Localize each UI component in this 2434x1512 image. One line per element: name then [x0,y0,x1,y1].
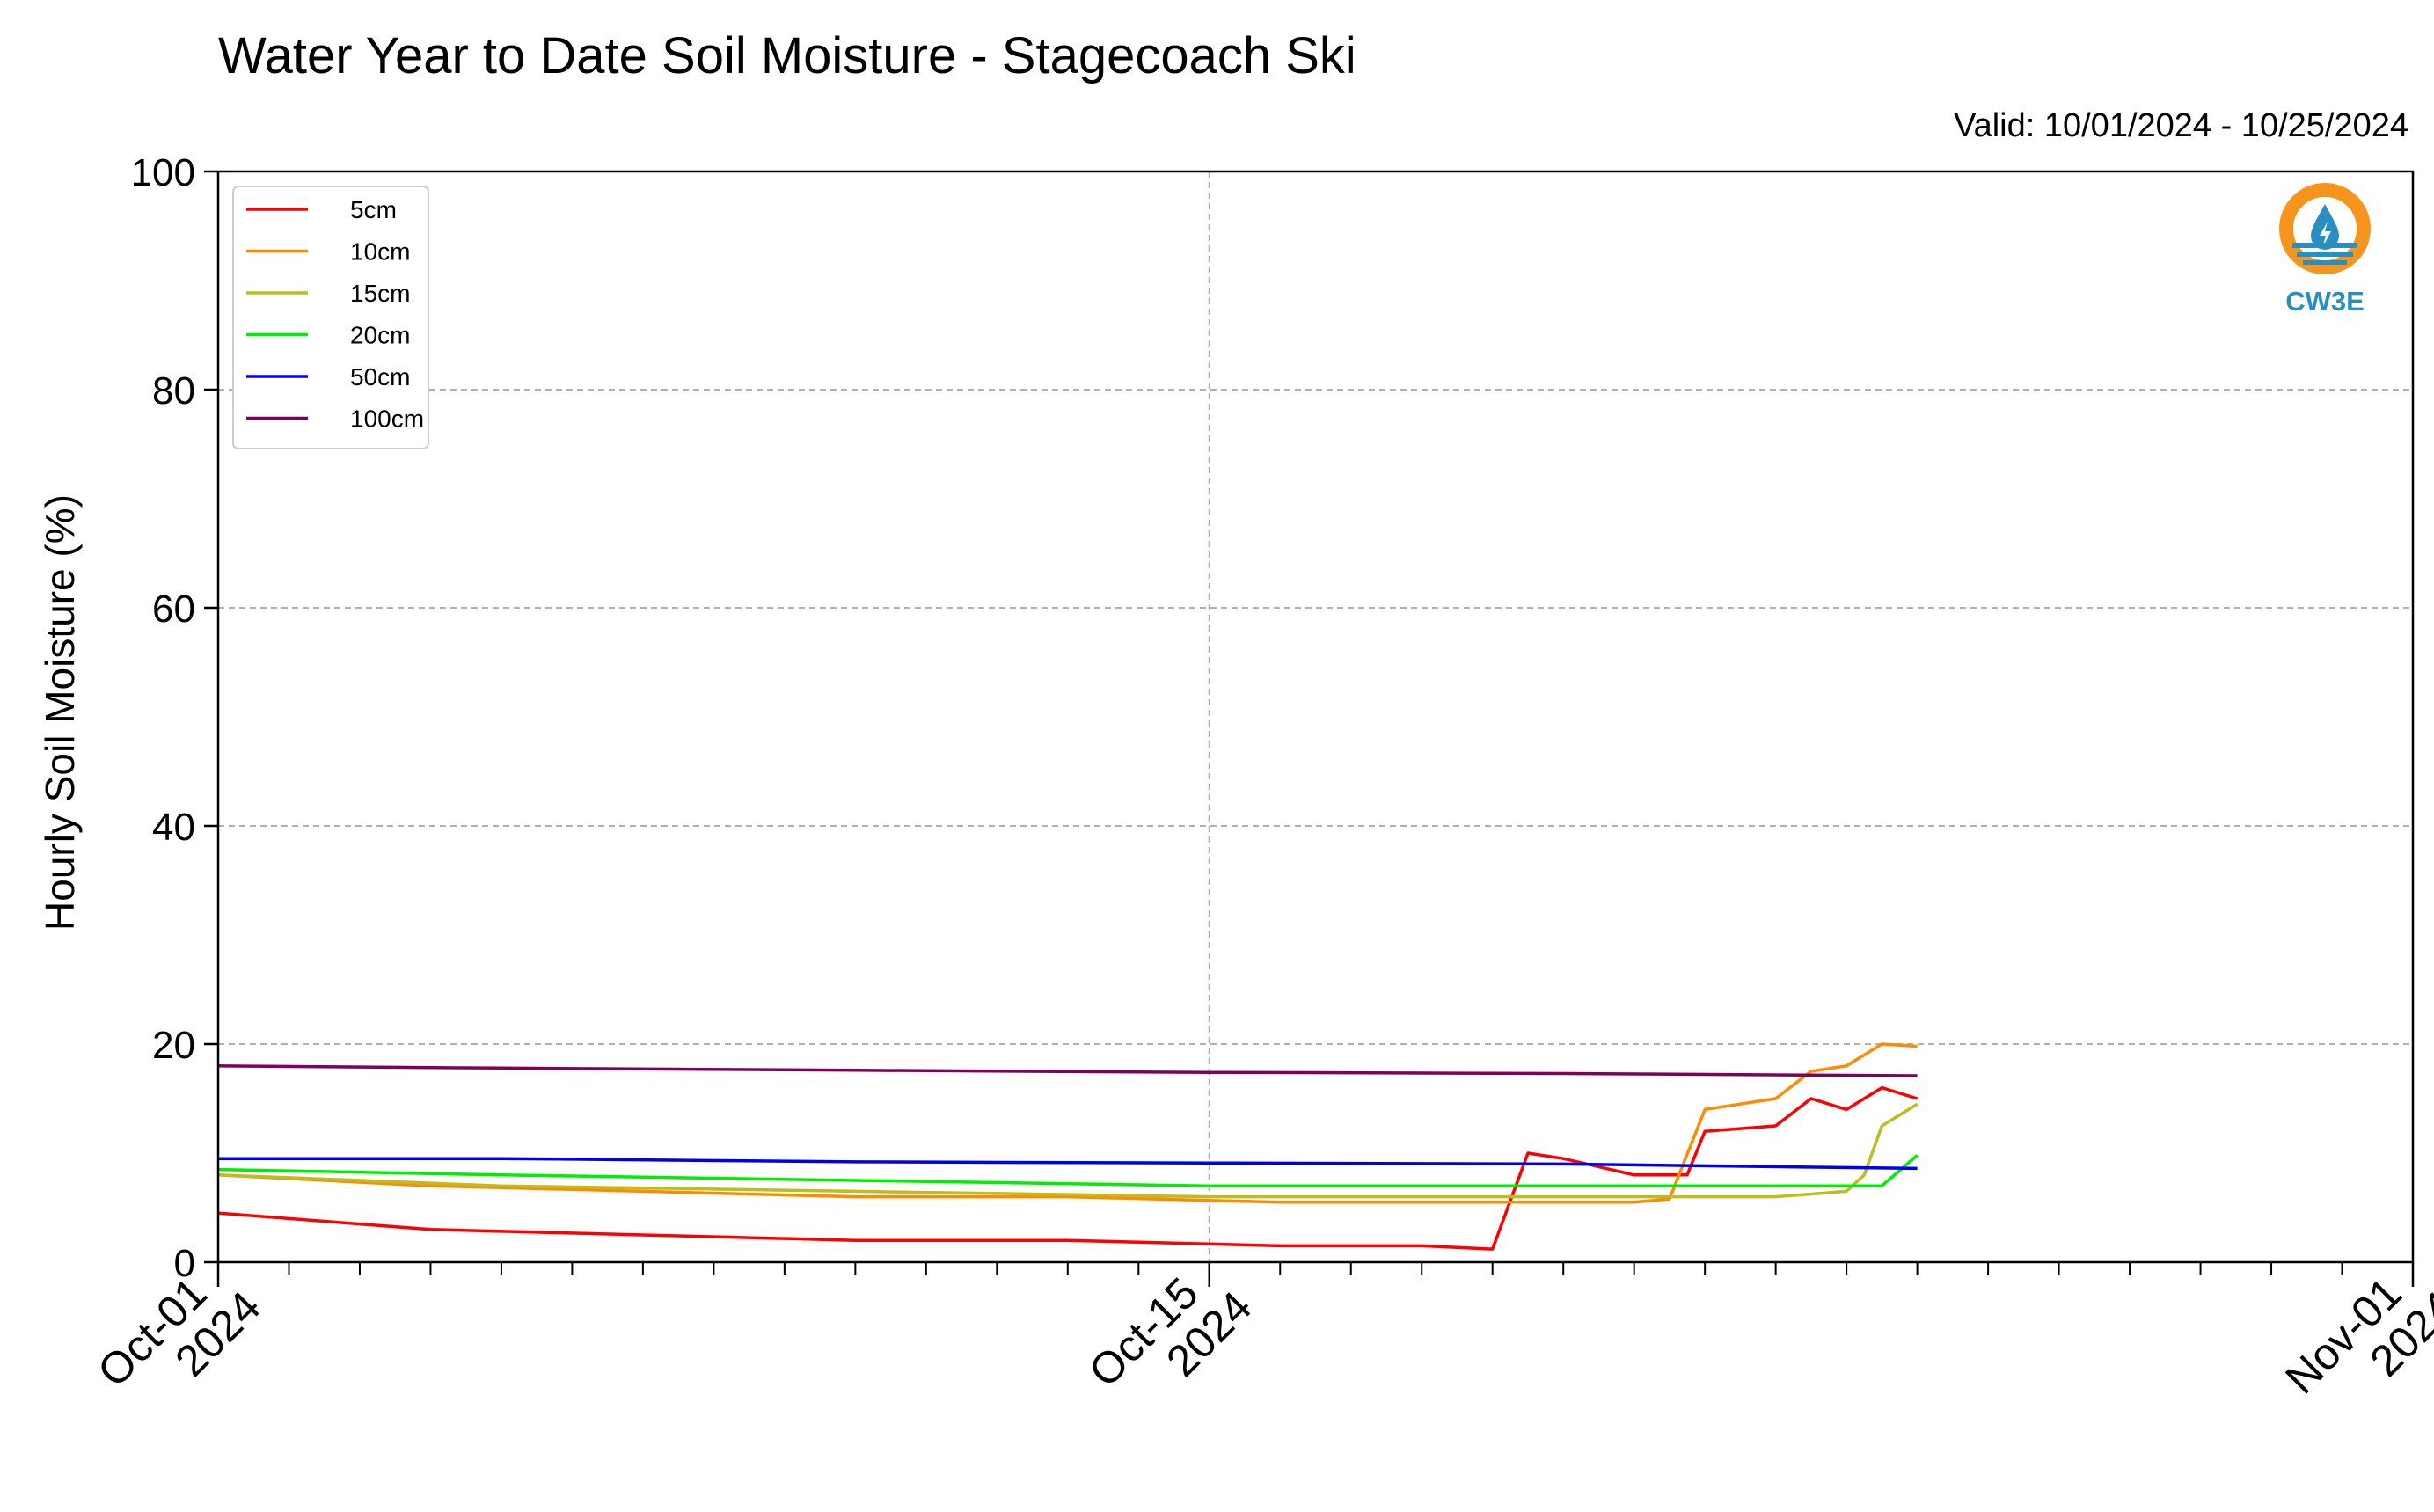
cw3e-logo: CW3E [2279,183,2371,317]
legend-label: 100cm [350,405,424,433]
lightning-icon [2320,222,2331,248]
chart-title: Water Year to Date Soil Moisture - Stage… [218,27,1356,84]
y-axis-ticks: 0 20 40 60 80 100 [131,151,218,1285]
series-lines [217,1042,1919,1251]
series-line-20cm [217,1154,1919,1187]
legend-label: 20cm [350,322,410,349]
logo-wave-2 [2297,252,2353,257]
y-tick-label: 60 [152,588,195,631]
legend-label: 10cm [350,238,410,266]
legend-label: 15cm [350,280,410,307]
logo-text: CW3E [2285,286,2365,317]
y-tick-label: 100 [131,151,195,194]
logo-wave-3 [2303,260,2347,265]
legend-label: 50cm [350,363,410,391]
y-tick-label: 20 [152,1024,195,1067]
grid-lines [218,172,2413,1262]
series-line-5cm [217,1085,1919,1251]
valid-date-range: Valid: 10/01/2024 - 10/25/2024 [1954,107,2408,144]
logo-wave-1 [2292,243,2357,248]
y-tick-label: 0 [174,1242,195,1285]
legend-label: 5cm [350,196,397,223]
series-line-50cm [218,1157,1918,1171]
series-line-10cm [217,1042,1918,1204]
legend: 5cm 10cm 15cm 20cm 50cm 100cm [232,186,429,449]
y-tick-label: 40 [152,806,195,849]
logo-ring [2279,183,2371,274]
y-tick-label: 80 [152,369,195,413]
series-line-15cm [217,1102,1919,1199]
series-line-100cm [217,1064,1918,1077]
plot-frame [216,170,2415,1264]
